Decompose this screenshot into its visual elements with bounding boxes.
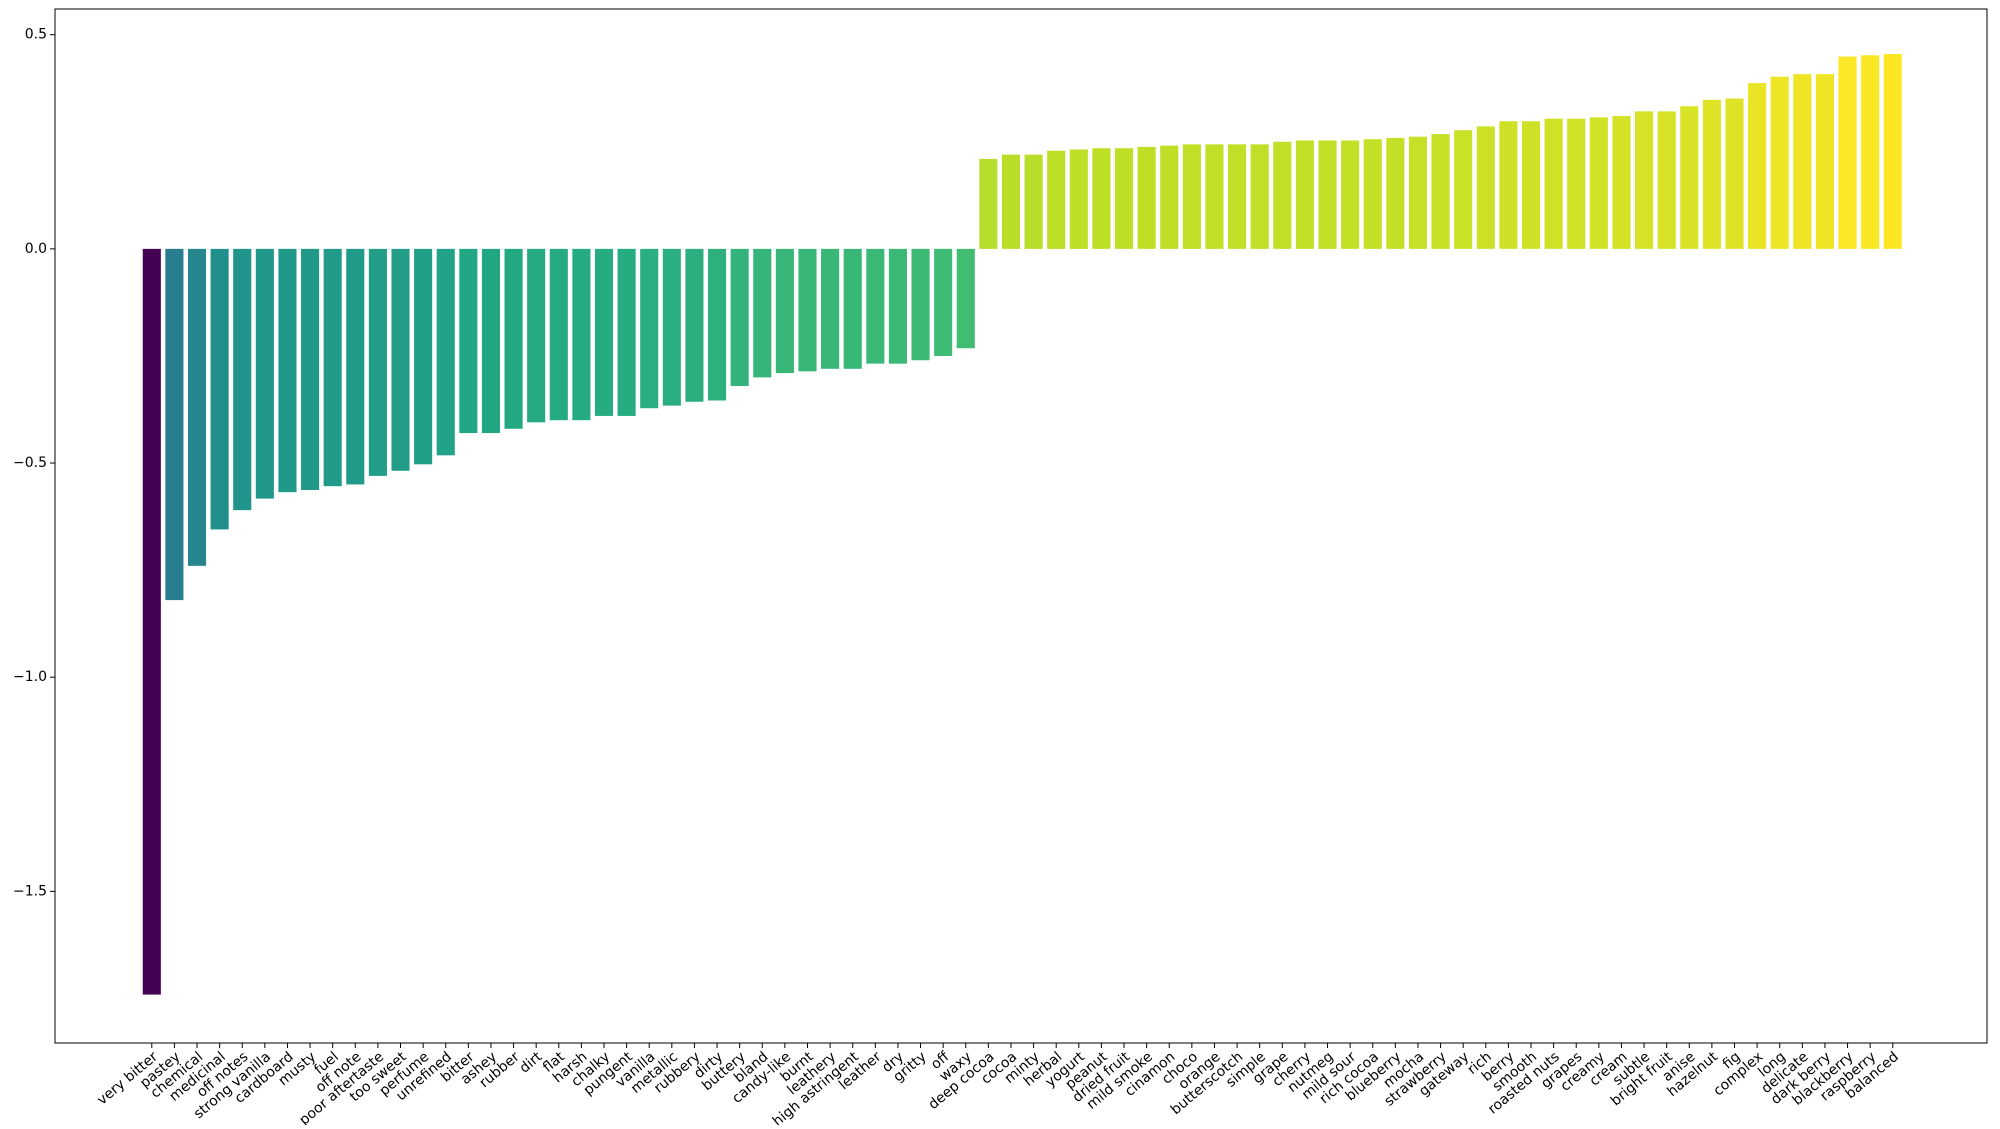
bar <box>594 248 614 416</box>
bar <box>1635 111 1654 249</box>
bar <box>1838 56 1857 249</box>
bar <box>1205 144 1224 249</box>
bar <box>1589 117 1608 249</box>
bar <box>1092 148 1111 249</box>
plot-frame <box>54 8 1988 1044</box>
bar <box>1680 106 1699 249</box>
bar <box>1137 146 1156 249</box>
bar <box>1386 137 1405 249</box>
bar <box>798 248 817 372</box>
bar <box>1454 130 1473 249</box>
bar <box>1476 126 1495 249</box>
bar <box>1047 150 1066 249</box>
bar <box>1318 140 1337 249</box>
bar <box>278 248 297 493</box>
bar <box>1793 74 1812 249</box>
bar <box>1069 149 1088 249</box>
bar <box>391 248 410 471</box>
bar <box>572 248 591 421</box>
bar <box>843 248 862 369</box>
bar <box>255 248 274 499</box>
bar <box>1341 140 1360 249</box>
bar <box>617 248 636 416</box>
bar <box>1160 145 1179 249</box>
bar <box>527 248 546 423</box>
bar <box>504 248 523 429</box>
y-tick-label: −1.0 <box>13 669 47 685</box>
bar <box>1883 53 1902 249</box>
bar <box>1861 55 1880 249</box>
bar <box>1431 134 1450 249</box>
bar <box>1295 140 1314 249</box>
bar <box>368 248 387 476</box>
bar <box>775 248 794 374</box>
bar <box>1567 118 1586 249</box>
bar <box>730 248 749 386</box>
bar <box>459 248 478 434</box>
bar <box>640 248 659 409</box>
bar <box>233 248 252 511</box>
bar <box>187 248 207 566</box>
y-tick-label: 0.0 <box>25 241 47 257</box>
bar <box>866 248 885 364</box>
bar <box>821 248 840 369</box>
bar <box>1748 83 1767 249</box>
bar <box>210 248 229 530</box>
bar <box>1363 139 1382 249</box>
bar <box>911 248 930 361</box>
bar <box>1408 136 1428 249</box>
bar <box>1499 121 1518 249</box>
bar <box>934 248 953 356</box>
bar <box>1612 116 1631 249</box>
bar <box>1770 76 1789 249</box>
bar <box>708 248 727 401</box>
bar <box>956 248 975 349</box>
bar <box>1228 144 1247 249</box>
bar <box>662 248 681 406</box>
bar <box>1815 74 1834 249</box>
bar <box>1544 118 1563 249</box>
bar <box>753 248 772 378</box>
bar <box>1250 144 1269 249</box>
bar <box>481 248 500 434</box>
bar <box>301 248 320 491</box>
bar <box>323 248 342 487</box>
bar <box>1521 121 1541 249</box>
bar <box>1725 98 1744 249</box>
bar <box>685 248 704 402</box>
bar <box>1657 111 1676 249</box>
bar <box>979 158 998 249</box>
bar <box>414 248 433 465</box>
bar <box>142 248 161 995</box>
y-tick-label: −1.5 <box>13 883 47 899</box>
bar <box>346 248 365 485</box>
bar <box>436 248 455 456</box>
bar <box>1114 148 1134 249</box>
bar <box>888 248 907 364</box>
bar <box>1702 99 1721 249</box>
bar <box>1182 144 1201 249</box>
bar <box>1001 154 1021 249</box>
bar <box>1273 141 1292 249</box>
bar <box>165 248 184 601</box>
y-tick-label: −0.5 <box>13 455 47 471</box>
bar <box>549 248 568 421</box>
bar <box>1024 154 1043 249</box>
y-tick-label: 0.5 <box>25 27 47 43</box>
